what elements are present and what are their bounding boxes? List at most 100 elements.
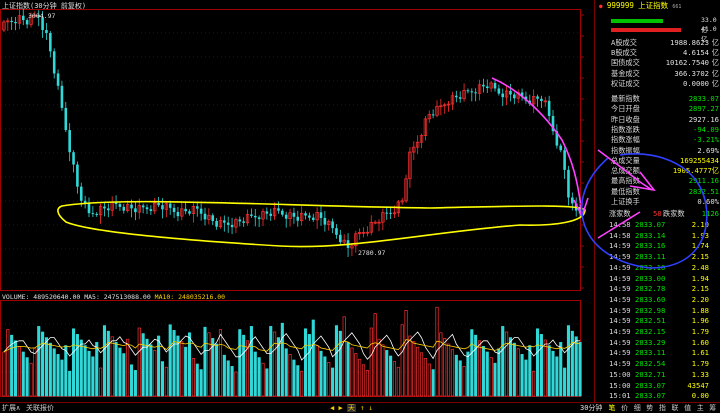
quote-row: 最低指数 2832.51 [597, 187, 719, 197]
candle-body [17, 15, 22, 24]
candle-body [226, 222, 230, 225]
stat-value: 4.6154 [683, 48, 709, 58]
tick-row[interactable]: 14:59 2832.98 1.88 [597, 306, 719, 317]
volume-bar [195, 363, 199, 397]
tick-row[interactable]: 14:59 2833.29 1.60 [597, 338, 719, 349]
tick-row[interactable]: 14:58 2833.14 1.93 [597, 231, 719, 242]
day-icon[interactable]: 天 [346, 404, 356, 412]
quote-row: 总成交量 169255434 [597, 156, 719, 166]
tick-row[interactable]: 14:59 2833.60 2.20 [597, 295, 719, 306]
candle-body [331, 221, 334, 229]
volume-bar [334, 325, 339, 397]
candle-body [137, 205, 141, 213]
zoom-out-icon[interactable]: ↓ [368, 404, 373, 412]
candle-body [218, 220, 223, 228]
tick-time: 14:59 [609, 305, 631, 315]
candle-body [107, 208, 110, 211]
tick-row[interactable]: 15:00 2833.07 43547 [597, 381, 719, 392]
panel-tab[interactable]: 筹 [709, 404, 717, 412]
candle-body [195, 206, 199, 209]
candle-body [141, 205, 145, 208]
tick-row[interactable]: 15:01 2833.07 0.00 [597, 391, 719, 402]
tick-row[interactable]: 15:00 2832.71 1.33 [597, 370, 719, 381]
candle-body [439, 105, 443, 108]
volume-bar [470, 329, 474, 397]
tick-price: 2833.07 [635, 391, 666, 401]
volume-bar [52, 348, 56, 397]
period-tab[interactable]: 30分钟 [580, 404, 603, 412]
chart-area[interactable]: 上证指数(30分钟 前复权) 3004.97 2780.97 VOLUME: 4… [0, 0, 592, 402]
expand-button[interactable]: 扩展∧ [2, 404, 21, 412]
kline-chart[interactable] [0, 0, 592, 402]
volume-bar [215, 343, 219, 397]
volume-bar [466, 351, 470, 397]
panel-tabs[interactable]: 笔价细势指联值主筹 [606, 403, 720, 413]
zoom-in-icon[interactable]: ↑ [360, 404, 365, 412]
tick-volume: 2.10 [691, 220, 709, 229]
candle-body [462, 89, 466, 100]
tick-row[interactable]: 14:59 2832.51 1.96 [597, 316, 719, 327]
bar-top-value: 33.0亿 [701, 16, 717, 34]
tick-time: 14:59 [609, 348, 631, 358]
tick-row[interactable]: 14:59 2833.00 1.94 [597, 274, 719, 285]
volume-bar [222, 354, 226, 397]
panel-tab[interactable]: 笔 [608, 404, 616, 412]
stat-row: 国债成交 10162.7540 亿 [597, 58, 719, 68]
tick-volume: 2.20 [691, 294, 709, 304]
tick-price: 2833.60 [635, 294, 666, 304]
tick-row[interactable]: 14:59 2833.10 2.48 [597, 263, 719, 274]
candle-body [95, 214, 99, 215]
candle-body [126, 204, 130, 211]
candle-body [238, 219, 242, 222]
panel-tab[interactable]: 细 [633, 404, 641, 412]
volume-bar [153, 350, 157, 397]
volume-bar [29, 362, 33, 397]
tick-volume: 1.33 [691, 369, 709, 379]
tick-row[interactable]: 14:58 2833.07 2.10 [597, 220, 719, 231]
candle-body [408, 151, 412, 180]
quote-label: 指数涨跌 [611, 124, 640, 134]
panel-tab[interactable]: 联 [671, 404, 679, 412]
candle-body [153, 202, 157, 212]
stat-label: 国债成交 [611, 58, 640, 68]
quote-label: 指数涨幅 [611, 135, 640, 145]
tick-row[interactable]: 14:59 2832.54 1.79 [597, 359, 719, 370]
tick-row[interactable]: 14:59 2833.16 1.74 [597, 241, 719, 252]
panel-tab[interactable]: 值 [684, 404, 692, 412]
volume-bar [574, 336, 578, 397]
tick-time: 14:59 [609, 262, 631, 272]
candle-body [389, 212, 392, 214]
volume-bar [226, 360, 230, 397]
candle-body [284, 214, 288, 219]
panel-tab[interactable]: 势 [646, 404, 654, 412]
tick-row[interactable]: 14:59 2833.11 1.61 [597, 348, 719, 359]
bottom-bar: 扩展∧ 关联报价 ◀ ▶ 天 ↑ ↓ 30分钟 笔价细势指联值主筹 [0, 402, 720, 413]
volume-bar [497, 348, 501, 397]
quote-row: 今日开盘 2897.27 [597, 104, 719, 114]
quote-label: 指数振幅 [611, 145, 640, 155]
tick-price: 2833.14 [635, 230, 666, 240]
panel-tab[interactable]: 价 [621, 404, 629, 412]
tick-row[interactable]: 14:59 2832.78 2.15 [597, 284, 719, 295]
panel-tab[interactable]: 主 [696, 404, 704, 412]
volume-bar [172, 330, 176, 397]
candle-body [555, 131, 559, 146]
quote-row: 最高指数 2911.16 [597, 176, 719, 186]
tick-price: 2833.16 [635, 241, 666, 251]
candle-body [423, 118, 428, 136]
related-quote-button[interactable]: 关联报价 [26, 404, 54, 412]
buy-volume-bar [611, 19, 663, 23]
candle-body [400, 200, 404, 203]
volume-bar [423, 358, 427, 397]
tick-row[interactable]: 14:59 2833.11 2.15 [597, 252, 719, 263]
tick-row[interactable]: 14:59 2832.15 1.79 [597, 327, 719, 338]
candle-body [207, 214, 211, 220]
candle-body [489, 82, 493, 89]
volume-bar [79, 339, 83, 397]
candle-body [79, 186, 83, 201]
next-icon[interactable]: ▶ [338, 404, 343, 412]
prev-icon[interactable]: ◀ [330, 404, 335, 412]
nav-icons[interactable]: ◀ ▶ 天 ↑ ↓ [330, 403, 373, 413]
panel-tab[interactable]: 指 [658, 404, 666, 412]
volume-bar [389, 355, 393, 397]
